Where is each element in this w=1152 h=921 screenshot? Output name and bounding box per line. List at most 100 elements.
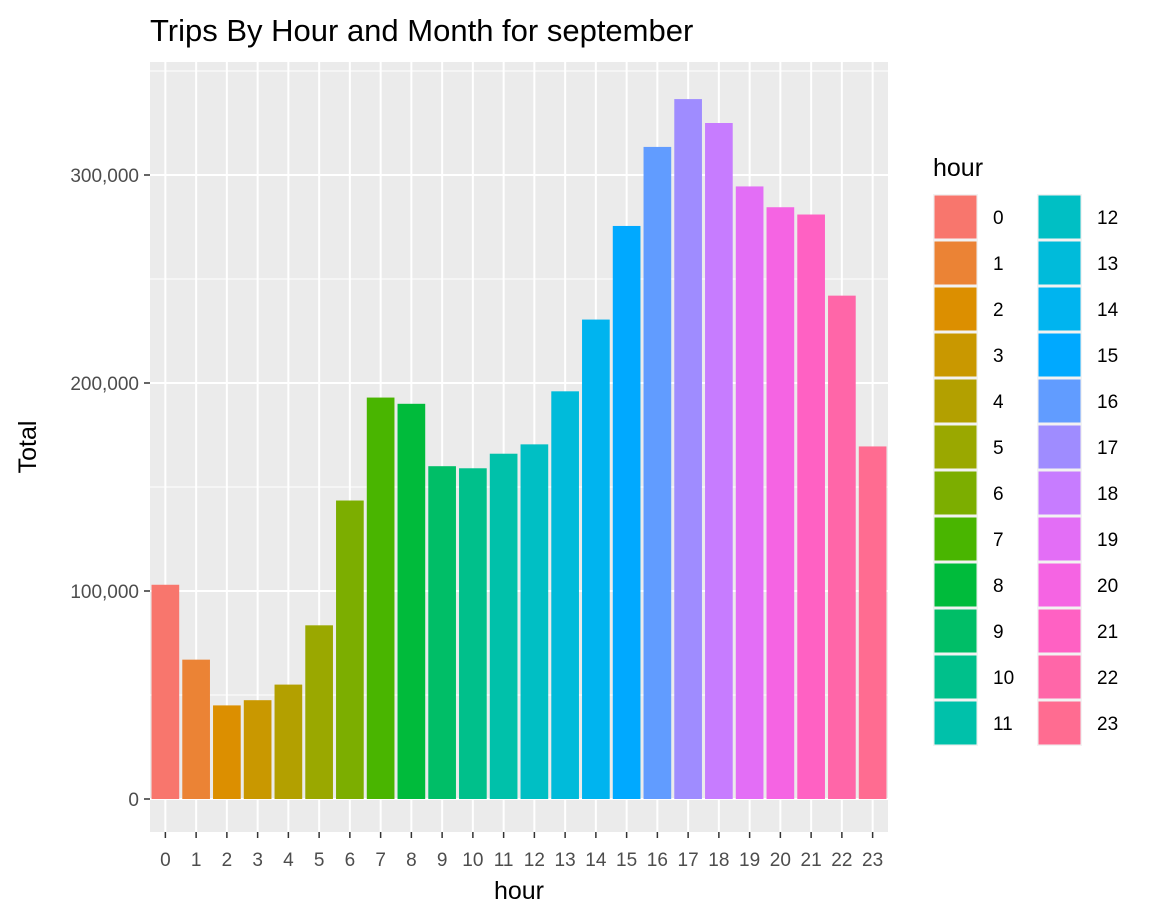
bar-hour-19 bbox=[735, 186, 764, 799]
legend-label: 21 bbox=[1097, 622, 1118, 643]
legend-label: 15 bbox=[1097, 346, 1118, 367]
x-tick-label: 7 bbox=[375, 850, 386, 871]
bar-hour-6 bbox=[336, 500, 364, 799]
bar-hour-17 bbox=[674, 99, 702, 799]
legend-swatch bbox=[934, 379, 977, 423]
y-axis: 0 100,000 200,000 300,000 bbox=[70, 166, 150, 811]
x-tick-label: 10 bbox=[462, 850, 483, 871]
bar-hour-7 bbox=[366, 397, 395, 799]
bar-hour-23 bbox=[858, 446, 887, 799]
bar-hour-14 bbox=[582, 319, 610, 799]
x-tick-label: 8 bbox=[406, 850, 417, 871]
legend-swatch bbox=[934, 609, 977, 653]
legend-swatch bbox=[934, 701, 977, 745]
bars bbox=[151, 99, 887, 800]
x-tick-label: 22 bbox=[831, 850, 852, 871]
x-tick-label: 9 bbox=[437, 850, 448, 871]
x-tick-label: 23 bbox=[862, 850, 883, 871]
x-tick-label: 2 bbox=[222, 850, 233, 871]
bar-hour-22 bbox=[828, 295, 856, 799]
x-tick-label: 6 bbox=[345, 850, 356, 871]
x-tick-label: 4 bbox=[283, 850, 294, 871]
legend-swatch bbox=[934, 517, 977, 561]
bar-hour-12 bbox=[520, 444, 549, 799]
legend-label: 14 bbox=[1097, 300, 1119, 321]
x-tick-label: 17 bbox=[678, 850, 699, 871]
bar-hour-1 bbox=[182, 659, 210, 799]
x-axis: 0 1 2 3 4 5 6 7 8 9 10 11 12 13 14 15 16 17 18 19 20 21 22 23 bbox=[160, 832, 883, 871]
y-tick-label: 0 bbox=[128, 790, 139, 811]
legend-swatch bbox=[1038, 609, 1081, 653]
legend-label: 1 bbox=[993, 254, 1004, 275]
legend-swatch bbox=[1038, 655, 1081, 699]
bar-hour-3 bbox=[243, 700, 272, 799]
legend-swatch bbox=[934, 287, 977, 331]
x-tick-label: 19 bbox=[739, 850, 760, 871]
legend-swatch bbox=[1038, 701, 1081, 745]
bar-hour-9 bbox=[428, 466, 456, 799]
legend-label: 13 bbox=[1097, 254, 1118, 275]
legend-label: 0 bbox=[993, 208, 1004, 229]
legend-label: 20 bbox=[1097, 576, 1118, 597]
x-axis-title: hour bbox=[494, 877, 544, 905]
bar-hour-21 bbox=[797, 214, 825, 799]
legend-swatch bbox=[934, 241, 977, 285]
legend-label: 11 bbox=[993, 714, 1013, 735]
legend: hour 01234567891011121314151617181920212… bbox=[933, 154, 1119, 746]
y-tick-label: 300,000 bbox=[70, 166, 139, 187]
bar-hour-4 bbox=[274, 684, 303, 799]
legend-swatch bbox=[934, 195, 977, 239]
legend-label: 4 bbox=[993, 392, 1004, 413]
chart-title: Trips By Hour and Month for september bbox=[150, 13, 693, 48]
plot-panel bbox=[150, 62, 888, 832]
x-tick-label: 15 bbox=[616, 850, 637, 871]
legend-swatch bbox=[1038, 517, 1081, 561]
x-tick-label: 13 bbox=[555, 850, 576, 871]
legend-label: 22 bbox=[1097, 668, 1118, 689]
bar-hour-20 bbox=[766, 207, 795, 800]
legend-label: 12 bbox=[1097, 208, 1118, 229]
y-tick-label: 100,000 bbox=[70, 582, 139, 603]
minor-gridlines bbox=[150, 70, 888, 696]
legend-label: 10 bbox=[993, 668, 1014, 689]
legend-label: 5 bbox=[993, 438, 1004, 459]
x-tick-label: 20 bbox=[770, 850, 791, 871]
legend-label: 7 bbox=[993, 530, 1004, 551]
bar-hour-18 bbox=[705, 123, 733, 799]
legend-swatch bbox=[934, 563, 977, 607]
legend-swatch bbox=[1038, 379, 1081, 423]
legend-swatch bbox=[1038, 241, 1081, 285]
x-tick-label: 12 bbox=[524, 850, 545, 871]
legend-label: 17 bbox=[1097, 438, 1118, 459]
x-tick-label: 21 bbox=[801, 850, 822, 871]
x-tick-label: 1 bbox=[191, 850, 202, 871]
x-tick-label: 3 bbox=[252, 850, 263, 871]
legend-swatch bbox=[934, 655, 977, 699]
x-tick-label: 14 bbox=[585, 850, 607, 871]
legend-swatch bbox=[1038, 563, 1081, 607]
legend-label: 3 bbox=[993, 346, 1004, 367]
bar-hour-10 bbox=[459, 468, 487, 799]
legend-label: 9 bbox=[993, 622, 1004, 643]
x-tick-label: 18 bbox=[708, 850, 729, 871]
legend-label: 16 bbox=[1097, 392, 1118, 413]
legend-swatch bbox=[1038, 471, 1081, 515]
bar-hour-13 bbox=[551, 391, 579, 799]
legend-swatch bbox=[1038, 333, 1081, 377]
bar-hour-11 bbox=[489, 453, 518, 799]
bar-hour-2 bbox=[213, 705, 241, 799]
legend-label: 19 bbox=[1097, 530, 1118, 551]
bar-hour-5 bbox=[305, 625, 333, 799]
legend-swatch bbox=[1038, 195, 1081, 239]
bar-hour-16 bbox=[643, 146, 672, 800]
x-tick-label: 5 bbox=[314, 850, 325, 871]
legend-label: 18 bbox=[1097, 484, 1118, 505]
legend-swatch bbox=[934, 471, 977, 515]
legend-swatch bbox=[934, 425, 977, 469]
x-tick-label: 11 bbox=[494, 850, 514, 871]
x-tick-label: 0 bbox=[160, 850, 171, 871]
legend-label: 23 bbox=[1097, 714, 1118, 735]
legend-label: 8 bbox=[993, 576, 1004, 597]
legend-swatch bbox=[934, 333, 977, 377]
